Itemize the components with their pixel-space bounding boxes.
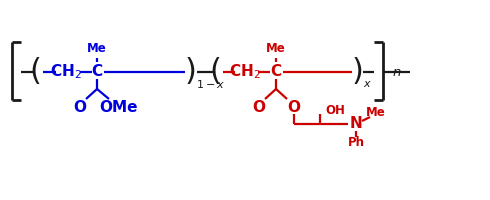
Text: OMe: OMe [99, 99, 137, 114]
Text: OH: OH [325, 104, 345, 116]
Text: Me: Me [87, 43, 107, 55]
Text: $x$: $x$ [363, 79, 372, 89]
Text: CH$_2$: CH$_2$ [229, 63, 261, 81]
Text: O: O [252, 99, 266, 114]
Text: O: O [288, 99, 300, 114]
Text: CH$_2$: CH$_2$ [50, 63, 82, 81]
Text: Ph: Ph [347, 136, 365, 150]
Text: ): ) [351, 58, 363, 86]
Text: n: n [393, 66, 401, 79]
Text: ): ) [184, 58, 196, 86]
Text: (: ( [209, 58, 221, 86]
Text: Me: Me [266, 43, 286, 55]
Text: C: C [92, 64, 102, 79]
Text: $1-x$: $1-x$ [196, 78, 225, 90]
Text: Me: Me [366, 106, 386, 119]
Text: O: O [74, 99, 87, 114]
Text: (: ( [29, 58, 41, 86]
Text: N: N [350, 116, 363, 132]
Text: C: C [270, 64, 282, 79]
